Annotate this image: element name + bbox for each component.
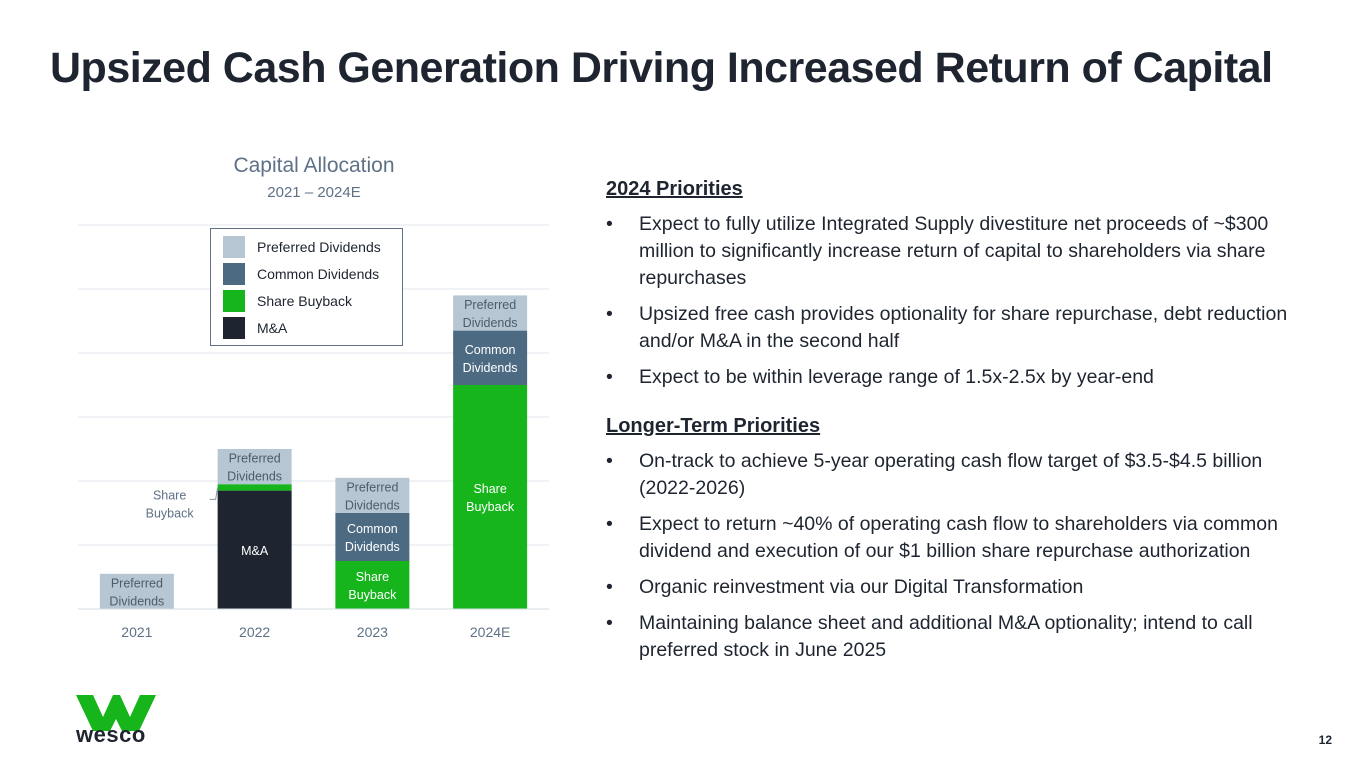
x-tick-label: 2024E <box>470 624 510 640</box>
bar-preferred-dividends <box>99 573 174 609</box>
legend-item-share-buyback: Share Buyback <box>223 290 352 312</box>
chart-plot: Preferred Dividends 2021 M&A Preferred Divide… <box>78 224 549 640</box>
legend-swatch <box>223 290 245 312</box>
legend-item-preferred-dividends: Preferred Dividends <box>223 236 381 258</box>
data-label: M&A <box>241 544 269 558</box>
data-label: Share <box>356 570 389 584</box>
bullet-text: Upsized free cash provides optionality f… <box>639 303 1288 352</box>
callout-label: Share <box>153 488 186 502</box>
legend-item-common-dividends: Common Dividends <box>223 263 379 285</box>
x-tick-label: 2022 <box>239 624 270 640</box>
bullet-icon: • <box>606 366 613 388</box>
data-label: Common <box>347 522 398 536</box>
legend-item-ma: M&A <box>223 317 287 339</box>
bar-share-buyback <box>217 484 292 491</box>
bullet-icon: • <box>606 213 613 235</box>
data-label: Preferred <box>464 298 516 312</box>
priorities-2024-heading: 2024 Priorities <box>606 178 743 200</box>
x-tick-label: 2023 <box>357 624 388 640</box>
legend-label: Share Buyback <box>257 293 352 309</box>
data-label: Dividends <box>463 361 518 375</box>
bullet-text: Organic reinvestment via our Digital Tra… <box>639 576 1084 598</box>
bullet-text: Expect to return ~40% of operating cash … <box>639 513 1278 562</box>
legend-label: M&A <box>257 320 288 336</box>
bullet-icon: • <box>606 513 613 535</box>
data-label: Common <box>465 343 516 357</box>
legend-swatch <box>223 317 245 339</box>
priorities-2024-list: • Expect to fully utilize Integrated Supp… <box>606 211 1306 391</box>
priorities-long-heading: Longer-Term Priorities <box>606 415 821 437</box>
chart-title: Capital Allocation <box>233 154 395 177</box>
data-label: Buyback <box>466 500 515 514</box>
page-number: 12 <box>1318 733 1332 747</box>
callout-leader-line <box>209 487 219 500</box>
bullet-text: Expect to be within leverage range of 1.… <box>639 366 1154 388</box>
data-label: Preferred <box>346 480 398 494</box>
bullet-text: Maintaining balance sheet and additional… <box>639 612 1253 661</box>
bar-share-buyback <box>453 385 528 609</box>
legend-swatch <box>223 263 245 285</box>
data-label: Preferred <box>229 452 281 466</box>
data-label: Buyback <box>348 588 397 602</box>
bar-share-buyback <box>335 561 410 609</box>
capital-allocation-chart: Capital Allocation 2021 – 2024E Preferre… <box>0 0 600 768</box>
data-label: Dividends <box>463 316 518 330</box>
bar-preferred-dividends <box>335 477 410 513</box>
bullet-icon: • <box>606 576 613 598</box>
bullet-text: On-track to achieve 5-year operating cas… <box>639 450 1263 499</box>
legend-label: Preferred Dividends <box>257 239 381 255</box>
priorities-long-list: • On-track to achieve 5-year operating ca… <box>606 448 1306 664</box>
data-label: Dividends <box>109 594 164 608</box>
list-item: • Maintaining balance sheet and additiona… <box>606 610 1306 664</box>
data-label: Share <box>473 482 506 496</box>
callout-label: Buyback <box>146 506 195 520</box>
bar-preferred-dividends <box>453 295 528 331</box>
bullet-icon: • <box>606 612 613 634</box>
list-item: • Expect to fully utilize Integrated Supp… <box>606 211 1306 292</box>
bar-common-dividends <box>453 330 528 385</box>
slide-title: Upsized Cash Generation Driving Increase… <box>50 44 1273 92</box>
wesco-logo-icon <box>76 695 156 731</box>
chart-subtitle: 2021 – 2024E <box>267 184 361 201</box>
legend-swatch <box>223 236 245 258</box>
x-tick-label: 2021 <box>121 624 152 640</box>
list-item: • On-track to achieve 5-year operating ca… <box>606 448 1306 502</box>
chart-legend: Preferred Dividends Common Dividends Sha… <box>210 228 403 346</box>
bullet-text: Expect to fully utilize Integrated Suppl… <box>639 213 1269 289</box>
list-item: • Upsized free cash provides optionality … <box>606 301 1306 355</box>
priorities-panel: 2024 Priorities • Expect to fully utilize… <box>606 178 1306 673</box>
bar-common-dividends <box>335 513 410 561</box>
data-label: Dividends <box>227 470 282 484</box>
list-item: • Expect to return ~40% of operating cash… <box>606 511 1306 565</box>
bullet-icon: • <box>606 303 613 325</box>
list-item: • Organic reinvestment via our Digital Tr… <box>606 574 1306 601</box>
data-label: Dividends <box>345 540 400 554</box>
data-label: Preferred <box>111 576 163 590</box>
data-label: Dividends <box>345 498 400 512</box>
bullet-icon: • <box>606 450 613 472</box>
list-item: • Expect to be within leverage range of 1… <box>606 364 1306 391</box>
logo-wordmark: wesco <box>76 722 146 747</box>
logo-mark <box>76 695 156 731</box>
bar-preferred-dividends <box>217 449 292 485</box>
bar-m-a <box>217 490 292 609</box>
legend-label: Common Dividends <box>257 266 380 282</box>
